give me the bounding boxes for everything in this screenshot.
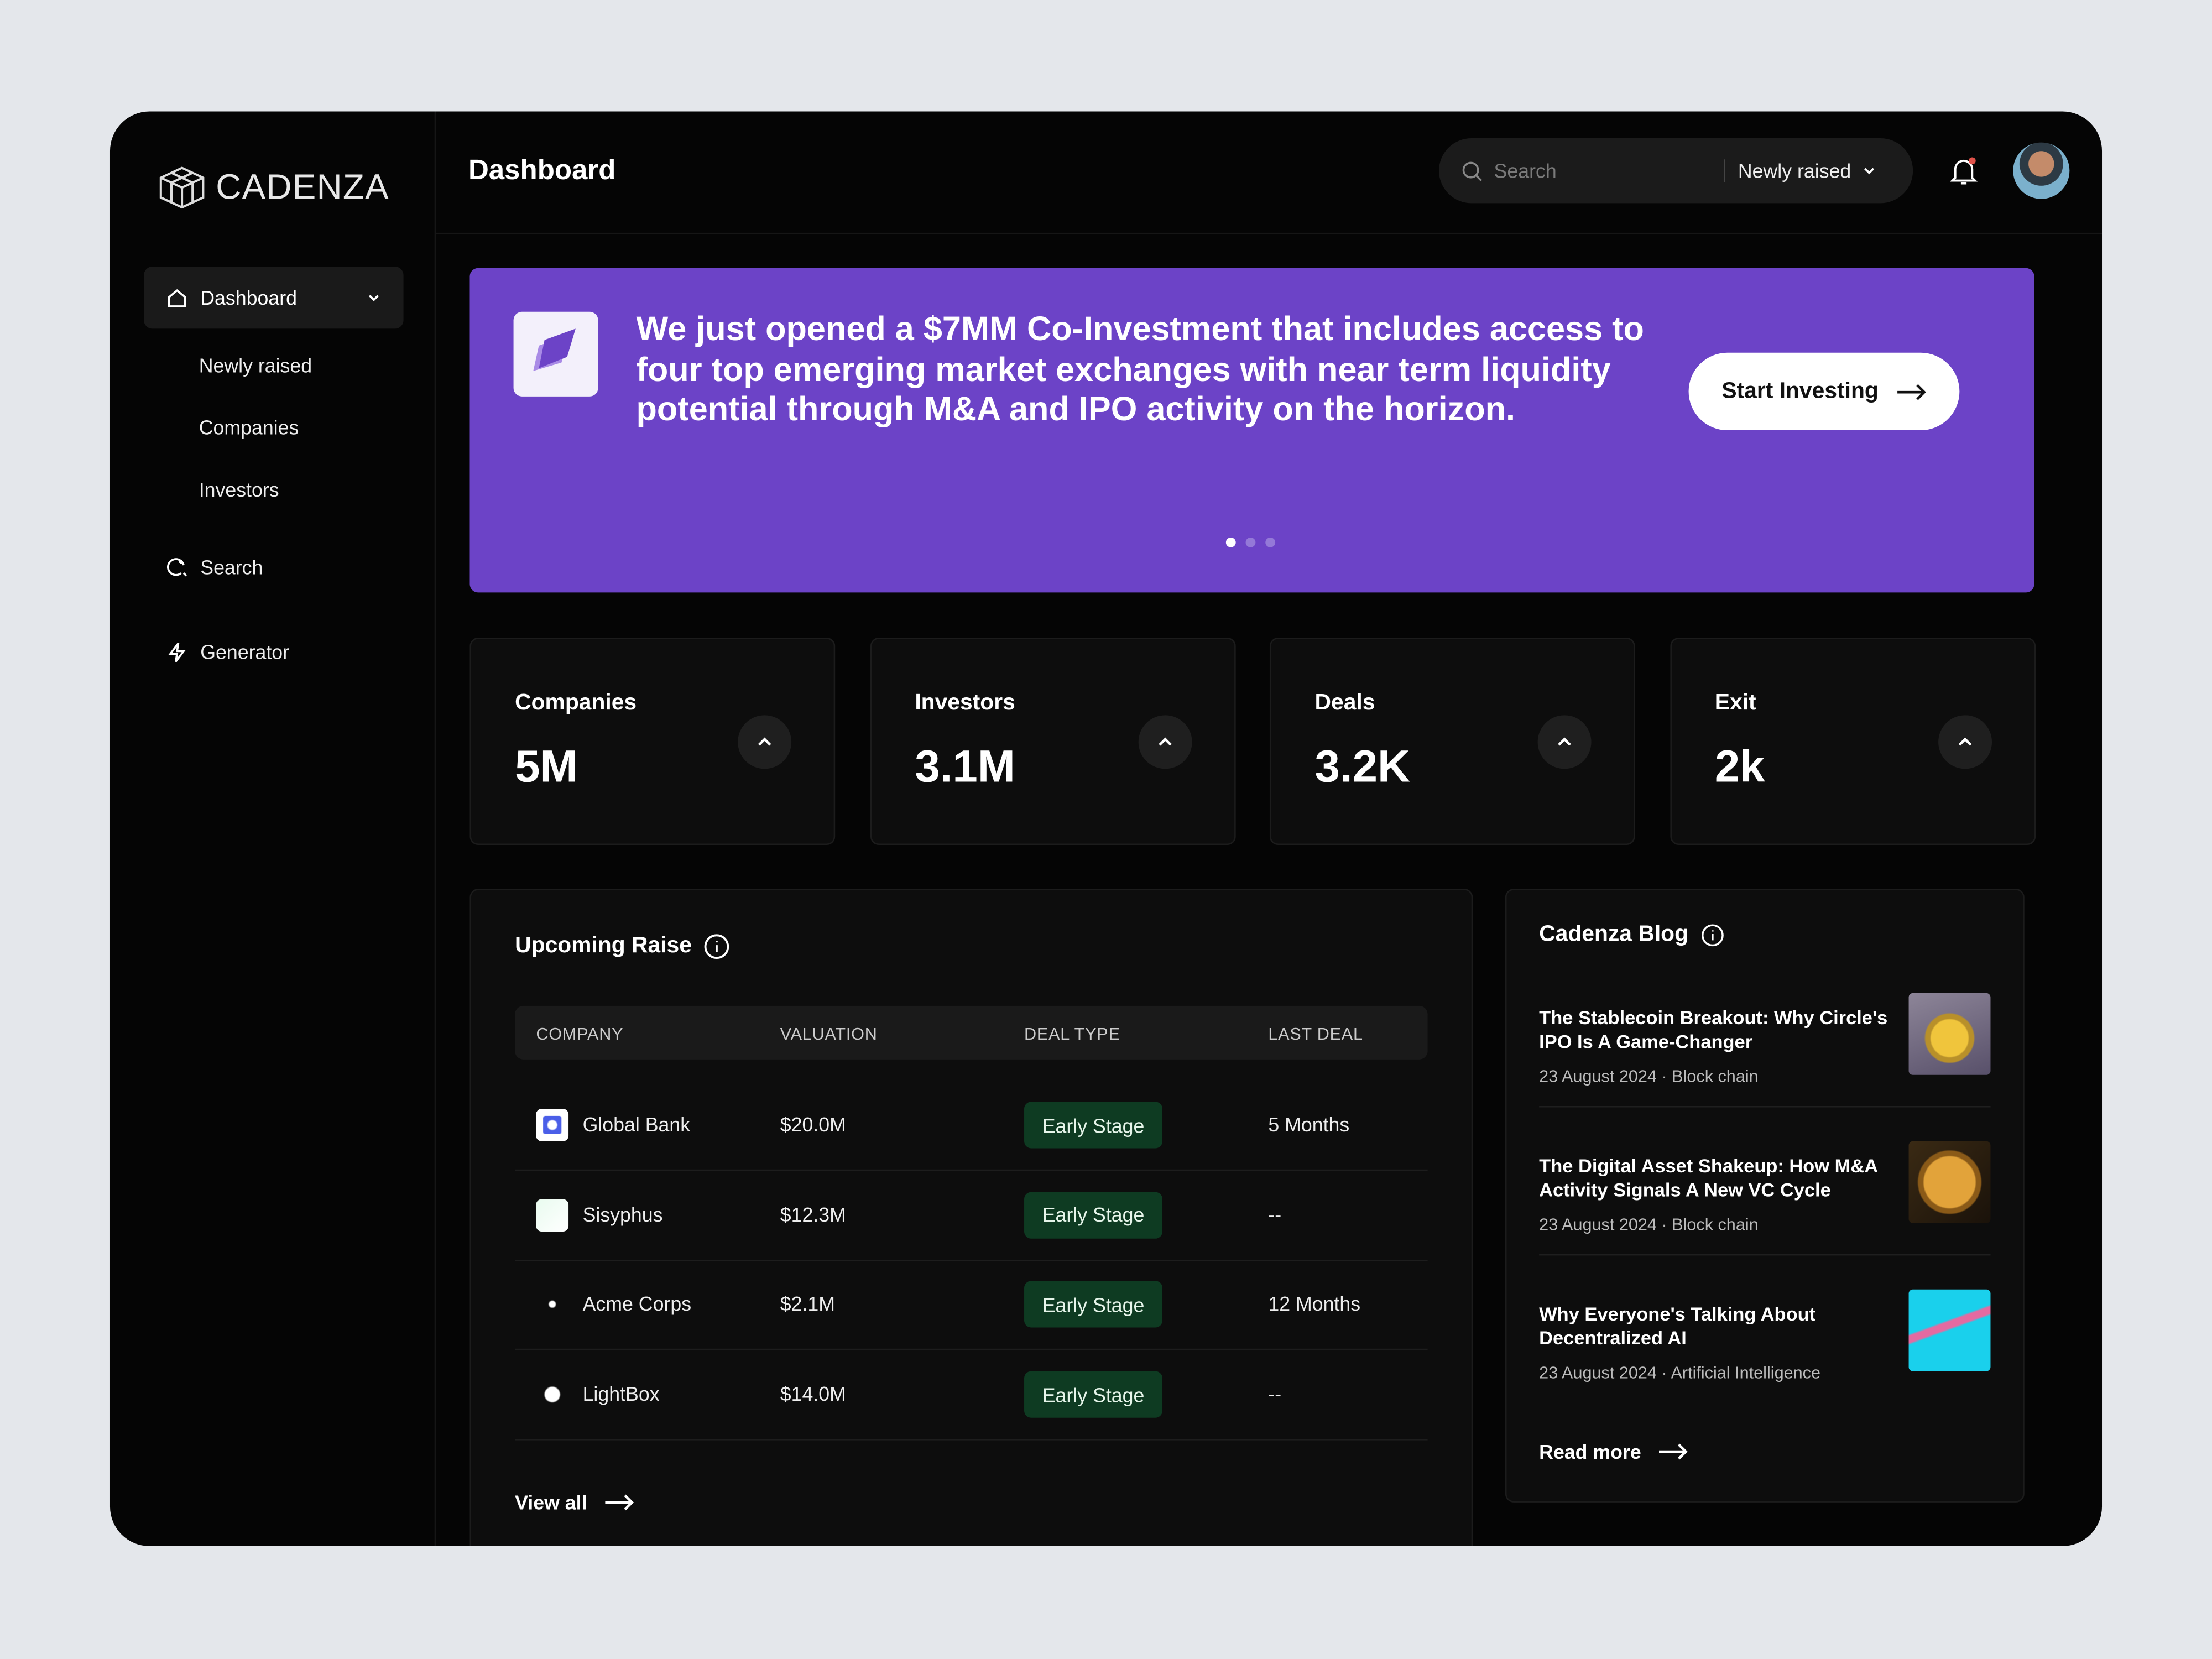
divider [1539,1105,1991,1108]
panel-title-text: Cadenza Blog [1539,922,1689,947]
carousel-dots[interactable] [1225,537,1276,547]
stat-card: Investors 3.1M [869,638,1235,846]
button-label: Start Investing [1721,378,1879,403]
search-placeholder: Search [1494,159,1557,182]
last-deal: 5 Months [1268,1113,1350,1136]
filter-dropdown[interactable]: Newly raised [1738,159,1876,182]
brand-name: CADENZA [216,167,390,207]
deal-type-badge: Early Stage [1024,1102,1163,1149]
company-logo [536,1378,569,1411]
panel-title-text: Upcoming Raise [515,933,692,958]
divider [1539,1254,1991,1256]
company-name[interactable]: LightBox [582,1383,660,1406]
post-thumbnail [1908,1289,1991,1371]
trend-button[interactable] [1138,715,1192,769]
nav-sub-item[interactable]: Companies [199,416,299,439]
last-deal: -- [1268,1203,1282,1226]
deal-type-badge: Early Stage [1024,1281,1163,1328]
upcoming-raise-panel: Upcoming Raise COMPANY VALUATION DEAL TY… [469,889,1473,1546]
page-title: Dashboard [468,155,616,186]
post-title: Why Everyone's Talking About Decentraliz… [1539,1303,1816,1349]
blog-panel: Cadenza Blog Read more The Stablecoin Br… [1505,889,2025,1503]
deal-type-badge: Early Stage [1024,1191,1163,1238]
panel-title: Upcoming Raise [515,934,730,959]
stat-value: 3.1M [915,740,1015,792]
stat-label: Companies [515,691,637,716]
stat-label: Deals [1314,691,1375,716]
filter-label: Newly raised [1738,159,1851,182]
blog-post[interactable]: Why Everyone's Talking About Decentraliz… [1539,1289,1991,1449]
stat-label: Investors [915,691,1015,716]
deal-type-badge: Early Stage [1024,1371,1163,1418]
logo[interactable]: CADENZA [156,165,389,210]
post-title: The Digital Asset Shakeup: How M&A Activ… [1539,1155,1877,1201]
read-more-link[interactable]: Read more [1539,1441,1689,1463]
blog-post[interactable]: The Digital Asset Shakeup: How M&A Activ… [1539,1141,1991,1301]
stat-value: 3.2K [1314,740,1410,792]
search-bar[interactable]: Search Newly raised [1439,138,1913,204]
view-all-link[interactable]: View all [515,1491,635,1514]
nav-sub-item[interactable]: Investors [199,478,279,501]
table-row: LightBox $14.0M Early Stage -- [515,1350,1428,1441]
last-deal: 12 Months [1268,1292,1361,1316]
link-label: View all [515,1491,587,1514]
post-meta: 23 August 2024 · Block chain [1539,1066,1759,1087]
banner-text: We just opened a $7MM Co-Investment that… [636,310,1644,429]
company-name[interactable]: Acme Corps [582,1292,692,1316]
trend-button[interactable] [1937,715,1991,769]
column-header: VALUATION [780,1024,878,1044]
promo-banner: We just opened a $7MM Co-Investment that… [469,268,2034,593]
post-title: The Stablecoin Breakout: Why Circle's IP… [1539,1007,1888,1053]
nav-dashboard[interactable]: Dashboard [144,267,404,329]
trend-button[interactable] [1537,715,1592,769]
post-meta: 23 August 2024 · Artificial Intelligence [1539,1363,1821,1383]
stat-card: Companies 5M [469,638,836,846]
company-logo [536,1288,569,1321]
company-name[interactable]: Global Bank [582,1113,691,1136]
company-logo [536,1109,569,1141]
nav-search[interactable]: Search [166,556,263,578]
header: Dashboard Search Newly raised [436,112,2103,234]
column-header: DEAL TYPE [1024,1024,1120,1044]
nav-label: Search [200,556,263,578]
stat-label: Exit [1714,691,1756,716]
column-header: LAST DEAL [1268,1024,1363,1044]
last-deal: -- [1268,1383,1282,1406]
stat-card: Deals 3.2K [1269,638,1635,846]
trend-button[interactable] [738,715,792,769]
panel-title: Cadenza Blog [1539,922,1724,948]
column-header: COMPANY [536,1024,624,1044]
logo-icon [159,166,205,209]
stat-value: 5M [515,740,578,792]
link-label: Read more [1539,1440,1641,1463]
stat-value: 2k [1714,740,1765,792]
nav-label: Generator [200,640,290,663]
valuation: $2.1M [780,1292,836,1316]
post-thumbnail [1908,1141,1991,1223]
table-row: Acme Corps $2.1M Early Stage 12 Months [515,1260,1428,1351]
valuation: $12.3M [780,1203,846,1226]
nav-generator[interactable]: Generator [166,640,289,663]
post-meta: 23 August 2024 · Block chain [1539,1214,1759,1235]
valuation: $14.0M [780,1383,846,1406]
valuation: $20.0M [780,1113,846,1136]
blog-post[interactable]: The Stablecoin Breakout: Why Circle's IP… [1539,993,1991,1152]
company-name[interactable]: Sisyphus [582,1203,663,1226]
stat-card: Exit 2k [1670,638,2035,846]
app-window: CADENZA Dashboard Newly raised Companies… [109,111,2103,1546]
company-logo [536,1198,569,1232]
banner-icon [513,311,598,397]
nav-sub-item[interactable]: Newly raised [199,354,312,377]
post-thumbnail [1908,993,1991,1075]
notification-bell[interactable] [1948,155,1979,186]
table-header: COMPANY VALUATION DEAL TYPE LAST DEAL [515,1005,1428,1060]
user-avatar[interactable] [2013,142,2070,199]
table-row: Global Bank $20.0M Early Stage 5 Months [515,1081,1428,1171]
table-row: Sisyphus $12.3M Early Stage -- [515,1171,1428,1261]
nav-label: Dashboard [200,286,297,309]
sidebar: CADENZA Dashboard Newly raised Companies… [110,111,436,1546]
start-investing-button[interactable]: Start Investing [1688,352,1960,431]
